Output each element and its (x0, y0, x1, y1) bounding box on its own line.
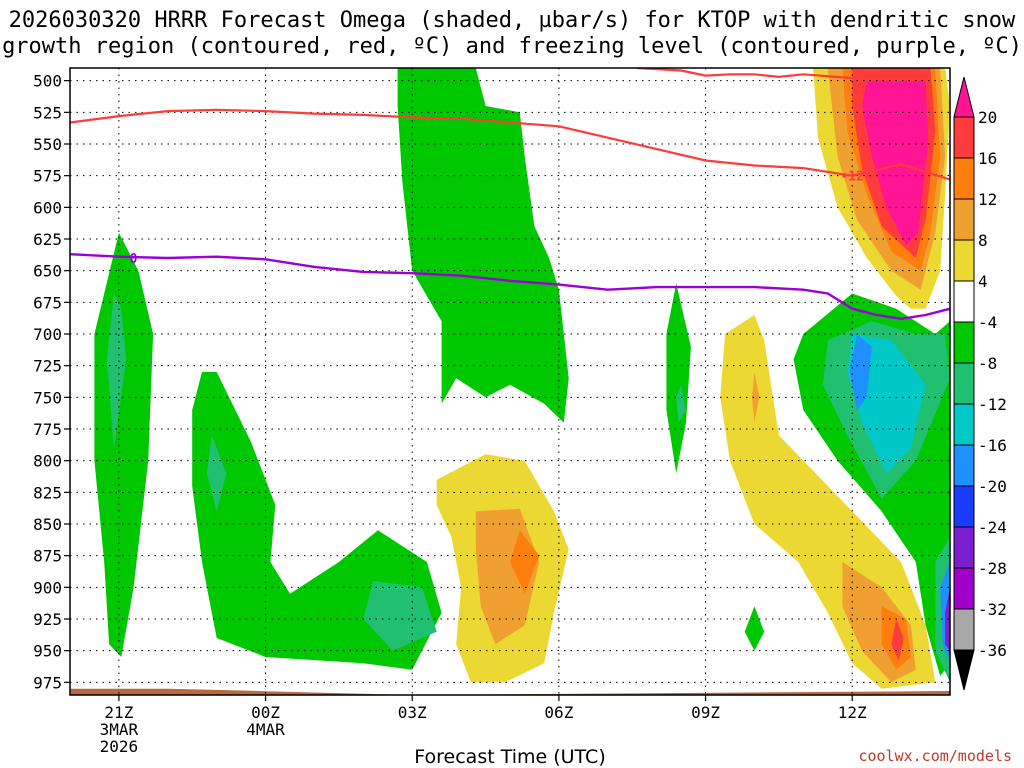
colorbar-tick-label: -36 (978, 641, 1007, 660)
colorbar-tick-label: -24 (978, 518, 1007, 537)
plot-frame (69, 67, 951, 696)
colorbar-tick-label: -16 (978, 436, 1007, 455)
freezing-level-contour (70, 253, 950, 321)
y-tick-label: 800 (33, 452, 62, 471)
x-tick-label: 00Z (251, 703, 280, 722)
y-tick-label: 850 (33, 515, 62, 534)
colorbar-bin (953, 567, 975, 610)
omega-region-upper-right-descent-core (862, 80, 928, 246)
colorbar-tick-label: -12 (978, 395, 1007, 414)
colorbar-bin (953, 321, 975, 364)
chart-title-line2: growth region (contoured, red, ºC) and f… (2, 34, 1022, 59)
credit-text: coolwx.com/models (858, 747, 1012, 765)
dgz-contour-label: -12 (840, 170, 863, 185)
omega-region-narrow-updraft-hour11 (666, 283, 691, 474)
omega-region-upward-area-bottom-core (206, 435, 227, 512)
x-tick-sublabel: 2026 (100, 737, 139, 756)
colorbar-tick-label: 16 (978, 149, 997, 168)
omega-region-small-updraft-hour13 (744, 606, 765, 651)
y-tick-label: 700 (33, 325, 62, 344)
chart-title-line1: 2026030320 HRRR Forecast Omega (shaded, … (8, 8, 1016, 33)
y-tick-label: 875 (33, 547, 62, 566)
x-tick-label: 06Z (544, 703, 573, 722)
colorbar-tick-label: 20 (978, 108, 997, 127)
y-tick-label: 500 (33, 72, 62, 91)
y-tick-label: 825 (33, 483, 62, 502)
freezing-level-label: 0 (130, 252, 138, 267)
y-tick-label: 650 (33, 262, 62, 281)
y-tick-label: 625 (33, 230, 62, 249)
colorbar-bottom-arrow (953, 649, 975, 691)
x-tick-label: 21Z (104, 703, 133, 722)
dgz-contour-upper (637, 68, 916, 80)
y-tick-label: 550 (33, 135, 62, 154)
colorbar-bin (953, 403, 975, 446)
y-tick-label: 525 (33, 103, 62, 122)
x-tick-label: 09Z (691, 703, 720, 722)
omega-region-upward-area-left-core (106, 293, 127, 448)
colorbar-tick-label: 8 (978, 231, 988, 250)
colorbar-tick-label: -28 (978, 559, 1007, 578)
omega-region-right-descent-thin (752, 372, 760, 423)
colorbar-bin (953, 280, 975, 323)
colorbar-tick-label: 4 (978, 272, 988, 291)
x-tick-sublabel: 4MAR (246, 720, 285, 739)
y-tick-label: 575 (33, 167, 62, 186)
omega-region-descent-pocket-a-core (510, 530, 540, 594)
terrain-surface (70, 688, 950, 695)
colorbar-bin (953, 608, 975, 651)
y-tick-label: 900 (33, 578, 62, 597)
x-tick-label: 03Z (398, 703, 427, 722)
colorbar-bin (953, 526, 975, 569)
colorbar-tick-label: -32 (978, 600, 1007, 619)
dgz-contour-minus12 (70, 108, 950, 181)
omega-region-right-updraft-20 (849, 334, 872, 410)
colorbar-tick-label: 12 (978, 190, 997, 209)
colorbar-bin (953, 444, 975, 487)
y-tick-label: 775 (33, 420, 62, 439)
x-tick-label: 12Z (838, 703, 867, 722)
colorbar-tick-label: -4 (978, 313, 997, 332)
colorbar-bin (953, 116, 975, 159)
y-tick-label: 600 (33, 198, 62, 217)
colorbar-bin (953, 362, 975, 405)
colorbar-bin (953, 239, 975, 282)
y-tick-label: 950 (33, 642, 62, 661)
omega-region-right-descent-band-16 (891, 619, 904, 661)
colorbar-bin (953, 485, 975, 528)
y-tick-label: 750 (33, 388, 62, 407)
x-tick-sublabel: 3MAR (100, 720, 139, 739)
colorbar-tick-label: -8 (978, 354, 997, 373)
x-axis-title: Forecast Time (UTC) (414, 746, 605, 768)
colorbar-bin (953, 157, 975, 200)
colorbar-top-arrow (953, 76, 975, 118)
omega-region-upward-area-bottom-core2 (363, 581, 437, 651)
colorbar-tick-label: -20 (978, 477, 1007, 496)
y-tick-label: 925 (33, 610, 62, 629)
y-tick-label: 975 (33, 673, 62, 692)
y-tick-label: 725 (33, 357, 62, 376)
y-tick-label: 675 (33, 293, 62, 312)
omega-region-narrow-updraft-hour11-core (676, 384, 686, 423)
colorbar-bin (953, 198, 975, 241)
